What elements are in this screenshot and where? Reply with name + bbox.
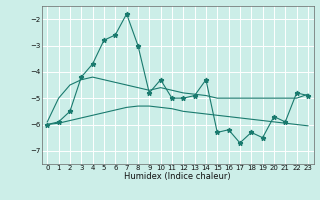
- X-axis label: Humidex (Indice chaleur): Humidex (Indice chaleur): [124, 172, 231, 181]
